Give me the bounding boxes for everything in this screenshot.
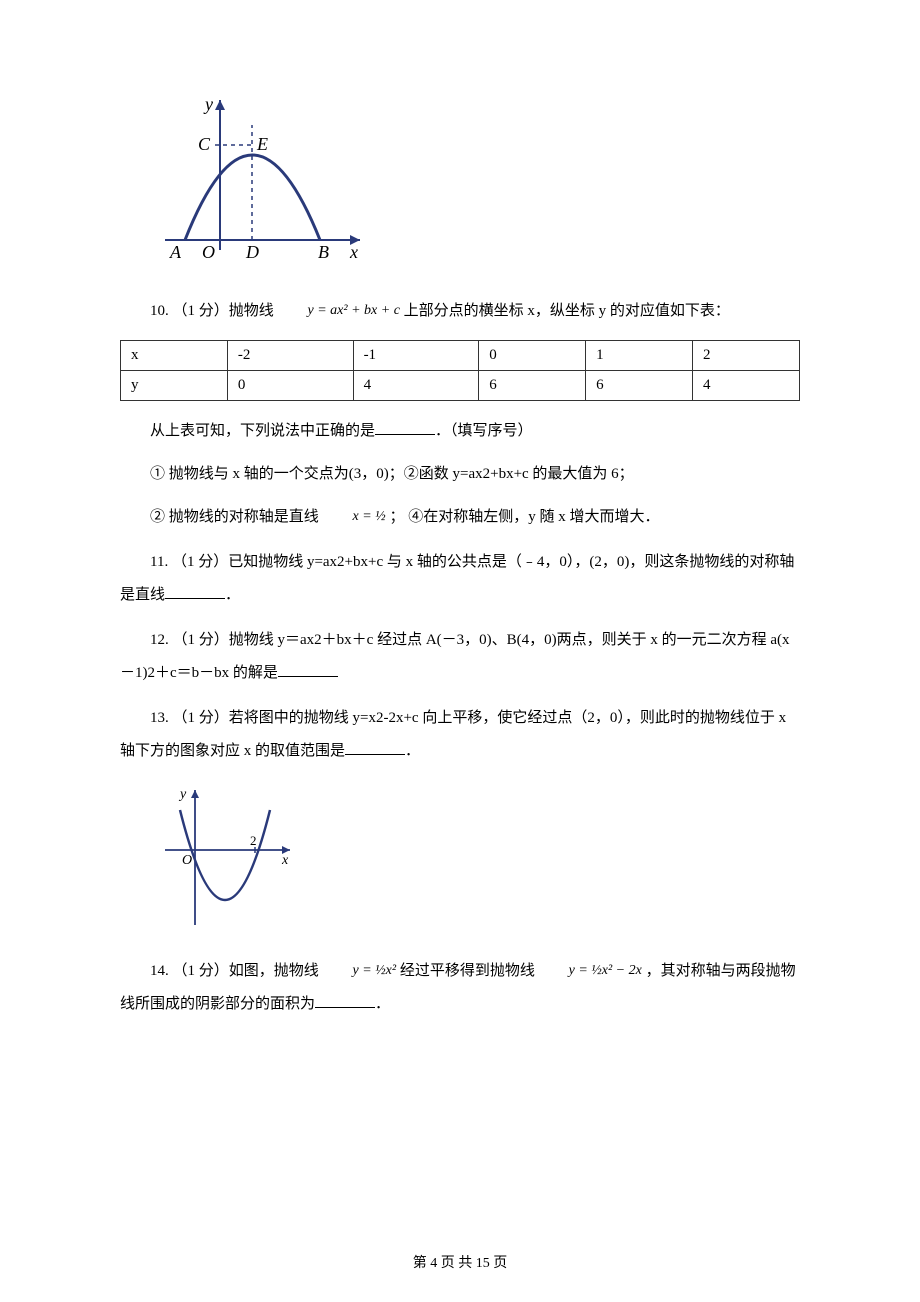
page-footer: 第 4 页 共 15 页 <box>0 1252 920 1272</box>
q14-d: ． <box>375 996 390 1012</box>
table-cell: 4 <box>353 371 479 401</box>
q12-a: 12. （1 分）抛物线 y＝ax2＋bx＋c 经过点 A(－3，0)、B(4，… <box>120 632 790 681</box>
q13-a: 13. （1 分）若将图中的抛物线 y=x2-2x+c 向上平移，使它经过点（2… <box>120 710 786 759</box>
table-cell: 6 <box>479 371 586 401</box>
table-cell: -1 <box>353 341 479 371</box>
figure-parabola-2: O 2 x y <box>160 780 800 935</box>
table-row: x -2 -1 0 1 2 <box>121 341 800 371</box>
label-C: C <box>198 134 211 154</box>
q14-a: 14. （1 分）如图，抛物线 <box>150 963 323 979</box>
table-cell: 4 <box>693 371 800 401</box>
parabola-svg-2: O 2 x y <box>160 780 300 930</box>
label-x: x <box>349 242 358 262</box>
q10-formula: y = ax² + bx + c <box>278 296 400 327</box>
q14-formula1: y = ½x² <box>323 956 397 987</box>
q14-formula2: y = ½x² − 2x <box>539 956 642 987</box>
label-A: A <box>169 242 182 262</box>
label-O2: O <box>182 853 192 868</box>
blank <box>375 420 435 435</box>
table-cell: y <box>121 371 228 401</box>
question-12: 12. （1 分）抛物线 y＝ax2＋bx＋c 经过点 A(－3，0)、B(4，… <box>120 624 800 690</box>
q13-b: ． <box>405 743 420 759</box>
q10-suffix: 上部分点的横坐标 x，纵坐标 y 的对应值如下表： <box>404 303 730 319</box>
blank <box>165 584 225 599</box>
label-B: B <box>318 242 329 262</box>
q10-opt1-text: ① 抛物线与 x 轴的一个交点为(3，0)；②函数 y=ax2+bx+c 的最大… <box>150 466 634 482</box>
label-E: E <box>256 134 268 154</box>
page: A O D B x C E y 10. （1 分）抛物线 y = ax² + b… <box>0 0 920 1302</box>
figure-parabola-1: A O D B x C E y <box>160 90 800 275</box>
q11-b: ． <box>225 587 240 603</box>
q10-opt2a: ② 抛物线的对称轴是直线 <box>150 509 323 525</box>
table-cell: 1 <box>586 341 693 371</box>
q10-opt2b: ； ④在对称轴左侧，y 随 x 增大而增大． <box>389 509 659 525</box>
q10-opt2-formula: x = ½ <box>323 502 386 533</box>
table-cell: x <box>121 341 228 371</box>
label-y: y <box>203 94 213 114</box>
label-x2: x <box>281 853 289 868</box>
label-two: 2 <box>250 833 257 848</box>
table-cell: 0 <box>227 371 353 401</box>
label-D: D <box>245 242 259 262</box>
table-cell: 2 <box>693 341 800 371</box>
question-14: 14. （1 分）如图，抛物线 y = ½x² 经过平移得到抛物线 y = ½x… <box>120 955 800 1021</box>
question-10: 10. （1 分）抛物线 y = ax² + bx + c 上部分点的横坐标 x… <box>120 295 800 328</box>
q10-line2b: ．（填写序号） <box>435 423 533 439</box>
q10-opt2: ② 抛物线的对称轴是直线 x = ½ ； ④在对称轴左侧，y 随 x 增大而增大… <box>120 501 800 534</box>
blank <box>315 993 375 1008</box>
question-11: 11. （1 分）已知抛物线 y=ax2+bx+c 与 x 轴的公共点是（﹣4，… <box>120 546 800 612</box>
parabola-svg-1: A O D B x C E y <box>160 90 370 270</box>
q10-line2: 从上表可知，下列说法中正确的是 ．（填写序号） <box>120 415 800 448</box>
label-O: O <box>202 242 215 262</box>
q10-table: x -2 -1 0 1 2 y 0 4 6 6 4 <box>120 340 800 401</box>
table-row: y 0 4 6 6 4 <box>121 371 800 401</box>
blank <box>345 740 405 755</box>
blank <box>278 662 338 677</box>
question-13: 13. （1 分）若将图中的抛物线 y=x2-2x+c 向上平移，使它经过点（2… <box>120 702 800 768</box>
table-cell: 6 <box>586 371 693 401</box>
table-cell: -2 <box>227 341 353 371</box>
q10-line2a: 从上表可知，下列说法中正确的是 <box>150 423 375 439</box>
label-y2: y <box>178 787 187 802</box>
q10-opt1: ① 抛物线与 x 轴的一个交点为(3，0)；②函数 y=ax2+bx+c 的最大… <box>120 458 800 491</box>
q14-b: 经过平移得到抛物线 <box>400 963 539 979</box>
table-cell: 0 <box>479 341 586 371</box>
q10-prefix: 10. （1 分）抛物线 <box>150 303 278 319</box>
